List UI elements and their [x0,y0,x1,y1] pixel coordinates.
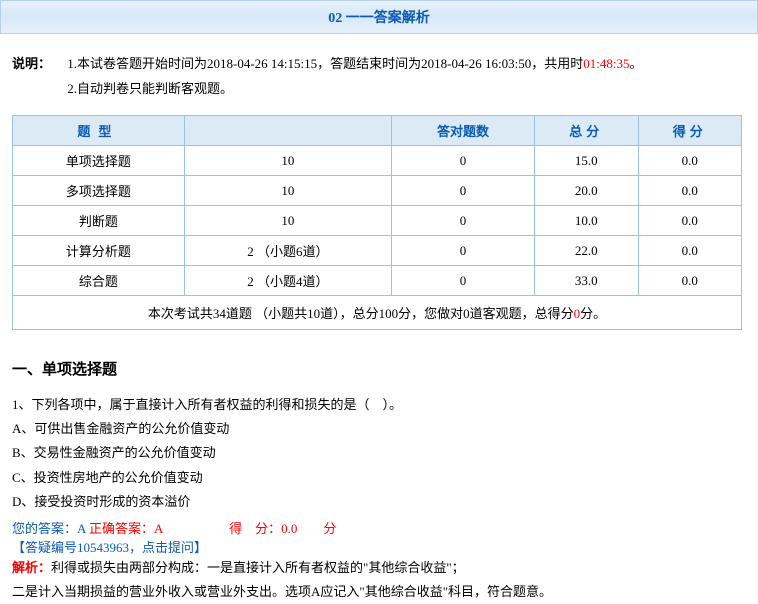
question-stem: 1、下列各项中，属于直接计入所有者权益的利得和损失的是（ ）。 [12,393,746,417]
cell: 0.0 [638,176,742,206]
instr-line2: 2.自动判卷只能判断客观题。 [67,81,233,96]
score-unit: 分 [297,521,336,536]
explanation-block: 解析：利得或损失由两部分构成：一是直接计入所有者权益的"其他综合收益"； 二是计… [0,556,758,604]
instructions-block: 说明： 1.本试卷答题开始时间为2018-04-26 14:15:15，答题结束… [0,34,758,115]
option-c: C、投资性房地产的公允价值变动 [12,466,746,490]
cell: 多项选择题 [13,176,185,206]
correct-answer-val: A [154,521,163,536]
section-heading: 一、单项选择题 [0,348,758,393]
cell: 0 [392,266,535,296]
table-footer-row: 本次考试共34道题 （小题共10道），总分100分，您做对0道客观题，总得分0分… [13,296,742,330]
cell: 0 [392,236,535,266]
your-answer-val: A [77,521,86,536]
score-label: 得 分： [229,521,281,536]
instr-line1-suffix: 。 [630,56,643,71]
footer-suffix: 分。 [580,306,606,321]
page-title: 02 一一答案解析 [0,0,758,34]
instr-line1-prefix: 1.本试卷答题开始时间为2018-04-26 14:15:15，答题结束时间为2… [67,56,583,71]
table-footer-cell: 本次考试共34道题 （小题共10道），总分100分，您做对0道客观题，总得分0分… [13,296,742,330]
title-text: 02 一一答案解析 [328,11,430,26]
question-block: 1、下列各项中，属于直接计入所有者权益的利得和损失的是（ ）。 A、可供出售金融… [0,393,758,513]
cell: 10.0 [535,206,638,236]
cell: 0.0 [638,146,742,176]
faq-link[interactable]: 【答疑编号10543963，点击提问】 [0,537,758,556]
cell: 单项选择题 [13,146,185,176]
cell: 2 （小题4道） [184,266,391,296]
instructions-body: 1.本试卷答题开始时间为2018-04-26 14:15:15，答题结束时间为2… [67,52,737,101]
table-row: 判断题 10 0 10.0 0.0 [13,206,742,236]
instructions-label: 说明： [12,52,64,77]
option-d: D、接受投资时形成的资本溢价 [12,490,746,514]
cell: 10 [184,146,391,176]
cell: 22.0 [535,236,638,266]
cell: 0 [392,146,535,176]
cell: 0.0 [638,236,742,266]
cell: 0.0 [638,206,742,236]
cell: 20.0 [535,176,638,206]
option-b: B、交易性金融资产的公允价值变动 [12,441,746,465]
explain-line2: 二是计入当期损益的营业外收入或营业外支出。选项A应记入"其他综合收益"科目，符合… [12,584,552,599]
cell: 10 [184,206,391,236]
elapsed-time: 01:48:35 [583,56,629,71]
answer-line: 您的答案：A 正确答案：A 得 分：0.0 分 [0,514,758,537]
table-header-row: 题型 答对题数 总分 得分 [13,116,742,146]
cell: 综合题 [13,266,185,296]
th-total: 总分 [535,116,638,146]
th-blank [184,116,391,146]
table-row: 多项选择题 10 0 20.0 0.0 [13,176,742,206]
your-answer-label: 您的答案： [12,521,77,536]
cell: 0 [392,206,535,236]
cell: 计算分析题 [13,236,185,266]
footer-prefix: 本次考试共34道题 （小题共10道），总分100分，您做对0道客观题，总得分 [148,306,574,321]
summary-table: 题型 答对题数 总分 得分 单项选择题 10 0 15.0 0.0 多项选择题 … [12,115,742,330]
cell: 10 [184,176,391,206]
option-a: A、可供出售金融资产的公允价值变动 [12,417,746,441]
cell: 15.0 [535,146,638,176]
cell: 33.0 [535,266,638,296]
cell: 0 [392,176,535,206]
table-body: 单项选择题 10 0 15.0 0.0 多项选择题 10 0 20.0 0.0 … [13,146,742,330]
cell: 2 （小题6道） [184,236,391,266]
th-correct: 答对题数 [392,116,535,146]
th-type: 题型 [13,116,185,146]
th-score: 得分 [638,116,742,146]
table-row: 计算分析题 2 （小题6道） 0 22.0 0.0 [13,236,742,266]
table-row: 综合题 2 （小题4道） 0 33.0 0.0 [13,266,742,296]
cell: 判断题 [13,206,185,236]
faq-text: 【答疑编号10543963，点击提问】 [12,540,207,555]
score-val: 0.0 [281,521,297,536]
cell: 0.0 [638,266,742,296]
correct-answer-label: 正确答案： [89,521,154,536]
table-row: 单项选择题 10 0 15.0 0.0 [13,146,742,176]
